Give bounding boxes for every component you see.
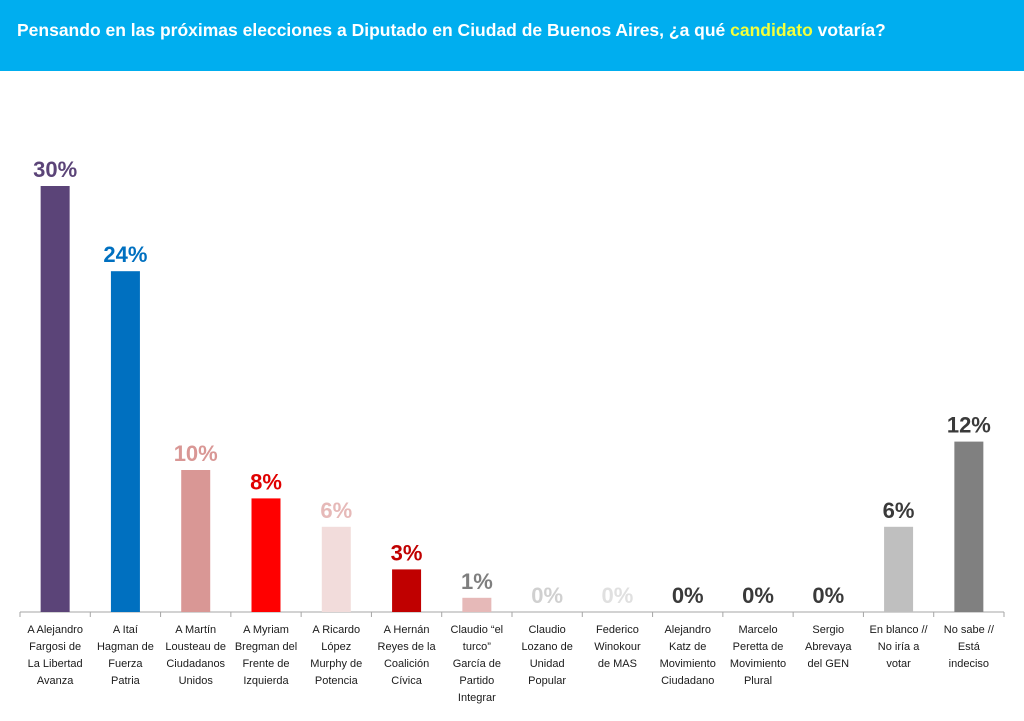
category-label: Claudio Lozano de Unidad Popular bbox=[521, 624, 572, 687]
data-label: 24% bbox=[103, 242, 147, 267]
category-label: A Ricardo López Murphy de Potencia bbox=[310, 624, 362, 687]
data-label: 10% bbox=[174, 441, 218, 466]
bar bbox=[462, 597, 492, 612]
page-title: Pensando en las próximas elecciones a Di… bbox=[17, 19, 1014, 41]
bar-chart: 30% A Alejandro Fargosi de La Libertad Avanz… bbox=[19, 157, 1005, 704]
category-label: A Alejandro Fargosi de La Libertad Avanza bbox=[27, 624, 83, 687]
category-label: Sergio Abrevaya del GEN bbox=[805, 624, 852, 670]
data-label: 6% bbox=[883, 498, 915, 523]
data-label: 12% bbox=[947, 413, 991, 438]
data-label: 30% bbox=[33, 157, 77, 182]
bar bbox=[321, 526, 351, 612]
data-label: 6% bbox=[320, 498, 352, 523]
category-label: Marcelo Peretta de Movimiento Plural bbox=[730, 624, 786, 687]
category-label: A Itaí Hagman de Fuerza Patria bbox=[97, 624, 154, 687]
category-label: Claudio “el turco” García de Partido Integra… bbox=[451, 624, 504, 704]
category-label: No sabe //Está indeciso bbox=[944, 624, 995, 670]
data-label: 0% bbox=[531, 583, 563, 608]
data-label: 0% bbox=[672, 583, 704, 608]
data-label: 0% bbox=[602, 583, 634, 608]
category-label: A Martín Lousteau de Ciudadanos Unidos bbox=[165, 624, 226, 687]
bar bbox=[884, 526, 914, 612]
bar bbox=[251, 498, 281, 612]
title-text-before: Pensando en las próximas elecciones a Di… bbox=[17, 20, 731, 40]
data-label: 0% bbox=[812, 583, 844, 608]
data-label: 1% bbox=[461, 569, 493, 594]
bar bbox=[392, 569, 422, 612]
bar bbox=[181, 470, 211, 612]
category-label: Alejandro Katz de Movimiento Ciudadano bbox=[660, 624, 716, 687]
bar bbox=[110, 271, 140, 612]
data-label: 0% bbox=[742, 583, 774, 608]
bar bbox=[40, 186, 70, 612]
data-label: 3% bbox=[391, 540, 423, 565]
title-text-after: votaría? bbox=[812, 20, 886, 40]
category-label: A Hernán Reyes de la Coalición Cívica bbox=[378, 624, 437, 687]
header-bar: Pensando en las próximas elecciones a Di… bbox=[0, 0, 1024, 71]
title-highlight: candidato bbox=[730, 20, 813, 40]
data-label: 8% bbox=[250, 469, 282, 494]
category-label: En blanco //No iría a votar bbox=[870, 624, 929, 670]
category-label: A Myriam Bregman del Frente de Izquierda bbox=[235, 624, 297, 687]
bar bbox=[954, 441, 984, 612]
category-label: Federico Winokour de MAS bbox=[594, 624, 641, 670]
